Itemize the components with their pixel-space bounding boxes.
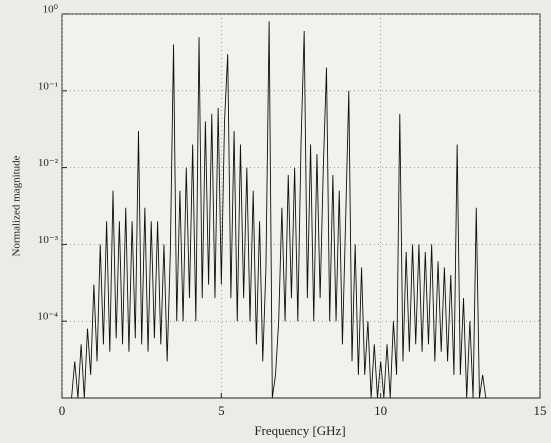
x-tick-label: 0 <box>59 403 66 418</box>
plot-frame <box>62 14 540 398</box>
y-axis-label: Normalized magnitude <box>11 155 23 256</box>
y-tick-label: 10⁻³ <box>38 234 59 246</box>
x-tick-label: 10 <box>374 403 387 418</box>
y-tick-label: 10⁰ <box>43 4 59 16</box>
y-tick-label: 10⁻¹ <box>38 80 58 92</box>
y-tick-label: 10⁻⁴ <box>37 311 58 323</box>
x-tick-label: 5 <box>218 403 225 418</box>
x-axis-label: Frequency [GHz] <box>254 423 345 438</box>
chart: Frequency [GHz] Normalized magnitude 10⁻… <box>0 0 551 443</box>
x-tick-label: 15 <box>534 403 547 418</box>
y-tick-label: 10⁻² <box>38 157 59 169</box>
page: Frequency [GHz] Normalized magnitude 10⁻… <box>0 0 551 443</box>
